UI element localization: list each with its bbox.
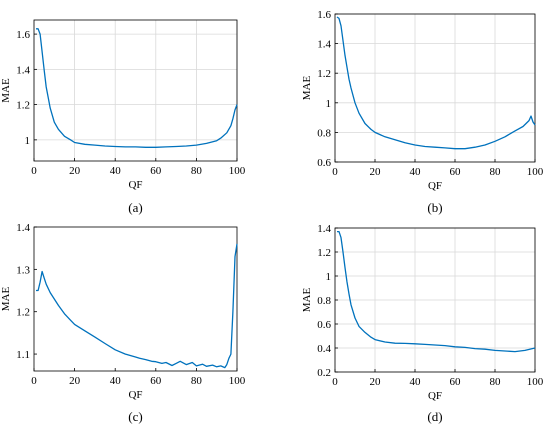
y-tick-label: 1.6 [317,9,331,21]
x-tick-label: 20 [370,166,382,178]
y-tick-label: 0.8 [317,127,331,139]
y-tick-label: 1.2 [317,68,331,80]
x-tick-label: 20 [370,376,382,388]
x-tick-label: 100 [229,375,246,387]
x-tick-label: 80 [191,375,203,387]
y-axis-label: MAE [301,76,313,101]
y-axis-label: MAE [0,287,12,312]
x-tick-label: 20 [69,375,81,387]
x-axis-label: QF [428,180,442,192]
panel-label: (b) [427,200,442,215]
x-tick-label: 60 [450,376,462,388]
x-tick-label: 0 [332,376,338,388]
y-tick-label: 1.3 [16,264,30,276]
y-tick-label: 1.2 [16,100,30,112]
chart-panel-d: 0 20 40 60 80 100 0.2 0.4 0.6 0.8 1 1.2 1.4 QF MAE (d) [301,223,544,424]
x-axis-label: QF [128,389,142,401]
x-tick-label: 80 [191,165,203,177]
x-tick-label: 80 [490,376,502,388]
y-tick-label: 0.6 [317,319,331,331]
y-tick-label: 1.4 [317,39,331,51]
y-tick-label: 1 [326,271,332,283]
y-axis-label: MAE [0,78,12,103]
chart-panel-b: 0 20 40 60 80 100 0.6 0.8 1 1.2 1.4 1.6 QF MAE (b) [301,9,544,215]
chart-panel-c: 0 20 40 60 80 100 1.1 1.2 1.3 1.4 QF MAE (c) [0,222,246,424]
y-axis-label: MAE [301,288,313,313]
y-tick-label: 1.1 [16,349,30,361]
y-tick-label: 1 [25,135,31,147]
y-tick-label: 1.6 [16,29,30,41]
x-tick-label: 60 [150,165,162,177]
y-tick-label: 1.4 [16,64,30,76]
y-tick-label: 0.4 [317,343,331,355]
y-tick-label: 1 [326,98,332,110]
x-tick-label: 0 [31,375,37,387]
y-tick-label: 0.2 [317,367,331,379]
panel-label: (a) [128,200,142,215]
y-tick-label: 1.4 [16,222,30,234]
x-tick-label: 100 [527,376,544,388]
y-tick-label: 1.4 [317,223,331,235]
x-tick-label: 20 [69,165,81,177]
series-line [36,28,238,148]
x-tick-label: 60 [450,166,462,178]
chart-panel-a: 0 20 40 60 80 100 1 1.2 1.4 1.6 QF MAE (a) [0,19,246,215]
x-tick-label: 100 [527,166,544,178]
series-line [336,16,536,150]
plot-frame [334,13,536,163]
x-tick-label: 40 [410,376,422,388]
x-tick-label: 60 [150,375,162,387]
y-tick-label: 1.2 [317,247,331,259]
y-tick-label: 0.6 [317,157,331,169]
panel-label: (d) [427,409,442,424]
y-tick-label: 0.8 [317,295,331,307]
x-axis-label: QF [428,390,442,402]
plot-frame [33,19,238,162]
x-tick-label: 40 [410,166,422,178]
x-tick-label: 40 [110,375,122,387]
x-axis-label: QF [128,179,142,191]
x-tick-label: 0 [332,166,338,178]
x-tick-label: 0 [31,165,37,177]
x-tick-label: 100 [229,165,246,177]
series-line [36,243,238,369]
plot-frame [33,226,238,372]
panel-label: (c) [128,409,142,424]
x-tick-label: 80 [490,166,502,178]
x-tick-label: 40 [110,165,122,177]
y-tick-label: 1.2 [16,307,30,319]
series-line [337,230,536,353]
